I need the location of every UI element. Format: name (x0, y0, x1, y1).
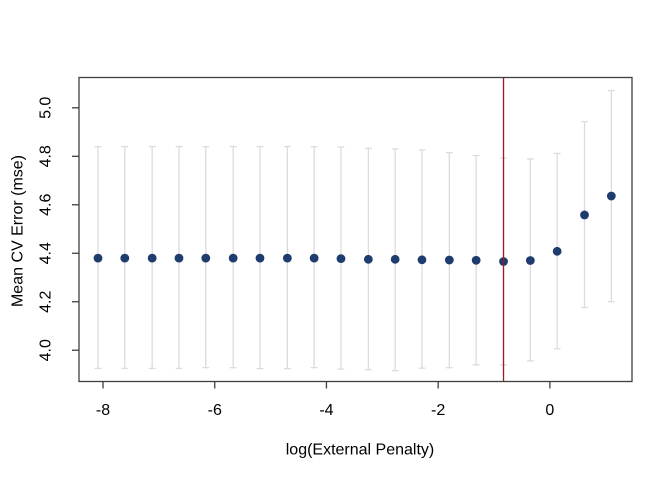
data-point (390, 254, 400, 264)
data-point (309, 253, 319, 263)
y-tick-label: 4.6 (38, 194, 55, 216)
y-tick-label: 4.8 (38, 145, 55, 167)
data-point (228, 253, 238, 263)
data-point (363, 254, 373, 264)
y-axis-title: Mean CV Error (mse) (10, 155, 27, 307)
data-point (417, 255, 427, 265)
data-point (444, 255, 454, 265)
x-axis-title: log(External Penalty) (286, 442, 435, 459)
data-point (147, 253, 157, 263)
data-point (201, 253, 211, 263)
y-tick-label: 4.2 (38, 291, 55, 313)
x-tick-label: -4 (319, 402, 333, 419)
data-point (580, 210, 589, 220)
data-point (336, 254, 346, 263)
data-point (282, 253, 292, 263)
data-point (471, 255, 481, 265)
data-point (174, 253, 184, 263)
x-tick-label: -6 (208, 402, 222, 419)
x-tick-label: -2 (431, 402, 445, 419)
plot-border (78, 76, 633, 383)
data-point (606, 191, 616, 201)
data-point (120, 253, 130, 263)
data-point (93, 253, 103, 263)
y-tick-label: 5.0 (38, 97, 55, 119)
y-tick-label: 4.4 (38, 242, 55, 264)
plot-layers: -8 -6 -4 -2 0 4.0 4.2 4.4 4.6 4.8 5.0 (38, 76, 633, 419)
data-point (552, 246, 562, 256)
y-tick-label: 4.0 (38, 339, 55, 361)
data-point (255, 253, 265, 263)
data-point (525, 256, 535, 265)
x-tick-label: -8 (96, 402, 110, 419)
x-tick-label: 0 (545, 402, 554, 419)
